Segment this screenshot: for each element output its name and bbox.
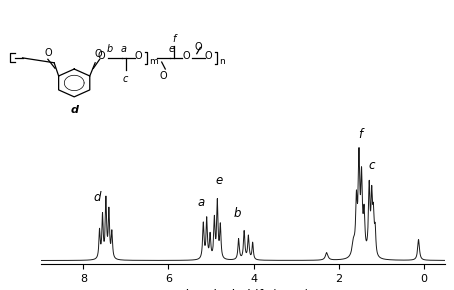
Text: O: O xyxy=(183,51,190,61)
Text: f: f xyxy=(358,128,362,141)
Text: b: b xyxy=(234,207,241,220)
Text: c: c xyxy=(368,159,375,172)
Text: O: O xyxy=(160,71,168,81)
Text: O: O xyxy=(95,49,103,59)
Text: c: c xyxy=(123,74,128,84)
Text: e: e xyxy=(168,44,175,55)
Text: O: O xyxy=(45,48,53,58)
Text: b: b xyxy=(106,44,113,55)
Text: f: f xyxy=(173,34,176,44)
X-axis label: Chemical Shift (ppm): Chemical Shift (ppm) xyxy=(177,289,309,290)
Text: m: m xyxy=(149,57,158,66)
Text: O: O xyxy=(195,42,202,52)
Text: O: O xyxy=(205,51,212,61)
Text: d: d xyxy=(70,104,78,115)
Text: O: O xyxy=(98,51,105,61)
Text: n: n xyxy=(219,57,225,66)
Text: d: d xyxy=(93,191,101,204)
Text: O: O xyxy=(135,51,143,61)
Text: a: a xyxy=(198,195,205,209)
Text: e: e xyxy=(216,174,223,187)
Text: a: a xyxy=(121,44,127,55)
